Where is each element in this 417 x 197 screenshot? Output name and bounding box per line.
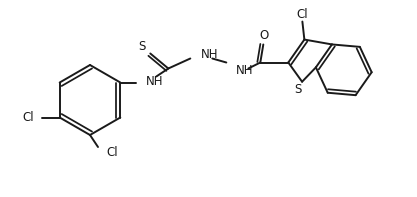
Text: NH: NH <box>146 75 164 88</box>
Text: NH: NH <box>201 48 219 61</box>
Text: Cl: Cl <box>106 147 118 160</box>
Text: NH: NH <box>236 64 254 77</box>
Text: S: S <box>294 83 302 96</box>
Text: S: S <box>138 40 146 53</box>
Text: Cl: Cl <box>22 111 34 124</box>
Text: Cl: Cl <box>296 8 308 21</box>
Text: O: O <box>260 29 269 42</box>
